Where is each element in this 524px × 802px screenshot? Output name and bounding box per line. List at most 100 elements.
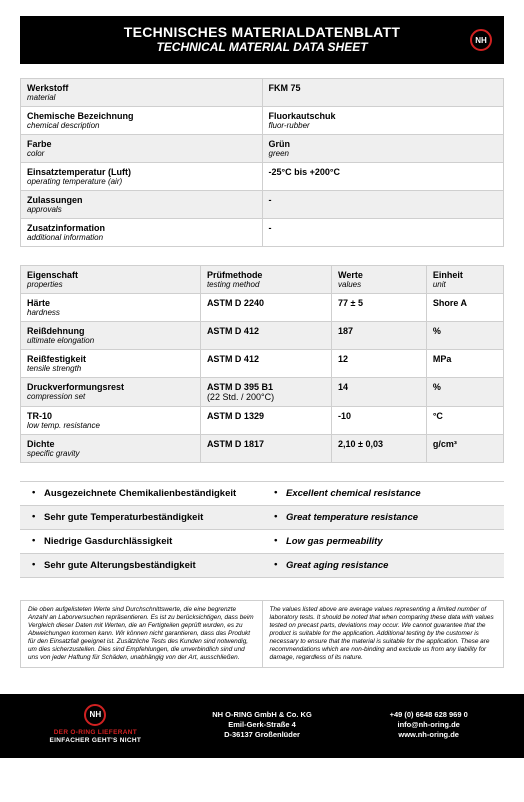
- feature-row: Niedrige GasdurchlässigkeitLow gas perme…: [20, 530, 504, 554]
- material-value: -25°C bis +200°C: [269, 167, 498, 177]
- col-values-de: Werte: [338, 270, 420, 280]
- method-value: ASTM D 412: [207, 354, 325, 364]
- value-cell: 187: [332, 322, 427, 350]
- properties-header-row: Eigenschaft properties Prüfmethode testi…: [21, 266, 504, 294]
- properties-row: Dichtespecific gravityASTM D 18172,10 ± …: [21, 435, 504, 463]
- material-value-cell: -: [262, 191, 504, 219]
- method-value: ASTM D 1817: [207, 439, 325, 449]
- material-value: -: [269, 195, 498, 205]
- material-label-cell: Werkstoffmaterial: [21, 79, 263, 107]
- feature-en: Great aging resistance: [262, 554, 504, 578]
- feature-de: Ausgezeichnete Chemikalienbeständigkeit: [20, 482, 262, 506]
- material-row: WerkstoffmaterialFKM 75: [21, 79, 504, 107]
- material-label-de: Werkstoff: [27, 83, 256, 93]
- properties-row: Reißfestigkeittensile strengthASTM D 412…: [21, 350, 504, 378]
- unit-cell: %: [426, 378, 503, 407]
- property-name-en: low temp. resistance: [27, 421, 194, 430]
- properties-table: Eigenschaft properties Prüfmethode testi…: [20, 265, 504, 463]
- unit-cell: %: [426, 322, 503, 350]
- features-table: Ausgezeichnete ChemikalienbeständigkeitE…: [20, 481, 504, 578]
- footer-logo-circle: NH: [84, 704, 106, 726]
- material-label-cell: Zusatzinformationadditional information: [21, 219, 263, 247]
- brand-logo-circle: NH: [470, 29, 492, 51]
- feature-de: Sehr gute Temperaturbeständigkeit: [20, 506, 262, 530]
- material-info-table: WerkstoffmaterialFKM 75Chemische Bezeich…: [20, 78, 504, 247]
- method-cell: ASTM D 412: [200, 322, 331, 350]
- material-row: Einsatztemperatur (Luft)operating temper…: [21, 163, 504, 191]
- properties-row: TR-10low temp. resistanceASTM D 1329-10°…: [21, 407, 504, 435]
- unit-cell: MPa: [426, 350, 503, 378]
- col-method-en: testing method: [207, 280, 325, 289]
- properties-row: Druckverformungsrestcompression setASTM …: [21, 378, 504, 407]
- material-label-de: Zulassungen: [27, 195, 256, 205]
- material-value: -: [269, 223, 498, 233]
- property-name-en: specific gravity: [27, 449, 194, 458]
- value-cell: 12: [332, 350, 427, 378]
- footer-logo: NH: [18, 704, 173, 726]
- value-cell: -10: [332, 407, 427, 435]
- material-label-cell: Farbecolor: [21, 135, 263, 163]
- material-label-cell: Zulassungenapprovals: [21, 191, 263, 219]
- feature-de: Sehr gute Alterungsbeständigkeit: [20, 554, 262, 578]
- material-label-de: Zusatzinformation: [27, 223, 256, 233]
- material-row: Zulassungenapprovals-: [21, 191, 504, 219]
- property-name-cell: TR-10low temp. resistance: [21, 407, 201, 435]
- material-label-de: Einsatztemperatur (Luft): [27, 167, 256, 177]
- col-property-en: properties: [27, 280, 194, 289]
- method-cell: ASTM D 412: [200, 350, 331, 378]
- material-label-en: material: [27, 93, 256, 102]
- unit-cell: °C: [426, 407, 503, 435]
- feature-de: Niedrige Gasdurchlässigkeit: [20, 530, 262, 554]
- feature-en: Great temperature resistance: [262, 506, 504, 530]
- material-value-cell: Fluorkautschukfluor-rubber: [262, 107, 504, 135]
- method-cell: ASTM D 1817: [200, 435, 331, 463]
- footer-city: D-36137 Großenlüder: [185, 730, 340, 740]
- footer-email: info@nh-oring.de: [351, 720, 506, 730]
- disclaimer-de: Die oben aufgelisteten Werte sind Durchs…: [21, 601, 262, 667]
- method-value: ASTM D 2240: [207, 298, 325, 308]
- material-label-en: chemical description: [27, 121, 256, 130]
- material-label-en: operating temperature (air): [27, 177, 256, 186]
- material-value-sub: fluor-rubber: [269, 121, 498, 130]
- feature-row: Ausgezeichnete ChemikalienbeständigkeitE…: [20, 482, 504, 506]
- col-values-en: values: [338, 280, 420, 289]
- property-name-en: hardness: [27, 308, 194, 317]
- method-cell: ASTM D 2240: [200, 294, 331, 322]
- value-cell: 77 ± 5: [332, 294, 427, 322]
- material-value: Fluorkautschuk: [269, 111, 498, 121]
- header-bar: TECHNISCHES MATERIALDATENBLATT TECHNICAL…: [20, 16, 504, 64]
- value-cell: 14: [332, 378, 427, 407]
- material-row: Chemische Bezeichnungchemical descriptio…: [21, 107, 504, 135]
- footer-center: NH O-RING GmbH & Co. KG Emil-Gerk-Straße…: [185, 710, 340, 739]
- material-value-cell: -25°C bis +200°C: [262, 163, 504, 191]
- property-name-cell: Dichtespecific gravity: [21, 435, 201, 463]
- footer-web: www.nh-oring.de: [351, 730, 506, 740]
- footer-logo-text: NH: [90, 710, 102, 720]
- feature-en: Low gas permeability: [262, 530, 504, 554]
- property-name-cell: Druckverformungsrestcompression set: [21, 378, 201, 407]
- material-label-en: approvals: [27, 205, 256, 214]
- property-name-cell: Reißdehnungultimate elongation: [21, 322, 201, 350]
- disclaimer-en: The values listed above are average valu…: [262, 601, 504, 667]
- method-cell: ASTM D 1329: [200, 407, 331, 435]
- material-label-de: Farbe: [27, 139, 256, 149]
- property-name-en: tensile strength: [27, 364, 194, 373]
- material-label-cell: Chemische Bezeichnungchemical descriptio…: [21, 107, 263, 135]
- footer-street: Emil-Gerk-Straße 4: [185, 720, 340, 730]
- col-unit: Einheit unit: [426, 266, 503, 294]
- disclaimer-block: Die oben aufgelisteten Werte sind Durchs…: [20, 600, 504, 668]
- col-property-de: Eigenschaft: [27, 270, 194, 280]
- unit-cell: g/cm³: [426, 435, 503, 463]
- header-title-en: TECHNICAL MATERIAL DATA SHEET: [36, 40, 488, 54]
- col-values: Werte values: [332, 266, 427, 294]
- property-name-de: Härte: [27, 298, 194, 308]
- feature-row: Sehr gute AlterungsbeständigkeitGreat ag…: [20, 554, 504, 578]
- properties-row: Reißdehnungultimate elongationASTM D 412…: [21, 322, 504, 350]
- footer-bar: NH DER O-RING LIEFERANT EINFACHER GEHT'S…: [0, 694, 524, 758]
- material-label-en: additional information: [27, 233, 256, 242]
- properties-row: HärtehardnessASTM D 224077 ± 5Shore A: [21, 294, 504, 322]
- material-row: FarbecolorGrüngreen: [21, 135, 504, 163]
- page-root: TECHNISCHES MATERIALDATENBLATT TECHNICAL…: [0, 0, 524, 758]
- material-label-cell: Einsatztemperatur (Luft)operating temper…: [21, 163, 263, 191]
- material-row: Zusatzinformationadditional information-: [21, 219, 504, 247]
